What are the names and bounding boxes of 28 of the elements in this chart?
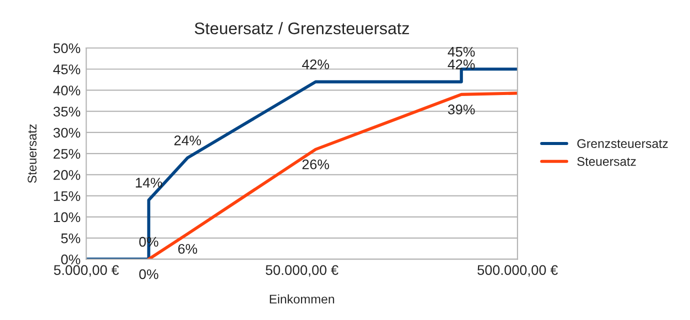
chart-title: Steuersatz / Grenzsteuersatz <box>194 22 409 34</box>
data-label: 14% <box>136 178 162 188</box>
data-label: 6% <box>178 244 198 254</box>
y-tick-label: 40% <box>53 86 80 96</box>
y-tick-label: 15% <box>54 191 80 202</box>
data-label: 45% <box>448 46 475 57</box>
y-tick-label: 20% <box>54 170 80 180</box>
y-tick-label: 10% <box>54 212 80 222</box>
data-label: 39% <box>448 104 475 114</box>
y-tick-label: 45% <box>53 64 80 74</box>
x-axis-title: Einkommen <box>270 294 334 304</box>
y-axis-title: Steuersatz <box>28 124 37 183</box>
x-tick-label: 50.000,00 € <box>266 265 338 277</box>
legend-label: Grenzsteuersatz <box>577 139 668 148</box>
x-tick-label: 5.000,00 € <box>54 265 119 277</box>
y-tick-label: 50% <box>53 43 80 54</box>
x-tick-label: 500.000,00 € <box>478 265 558 277</box>
legend-label: Steuersatz <box>577 157 636 166</box>
data-label: 0% <box>139 269 158 280</box>
y-tick-label: 30% <box>53 128 80 138</box>
y-tick-label: 25% <box>54 148 80 159</box>
data-label: 24% <box>174 136 201 146</box>
data-label: 42% <box>448 59 475 70</box>
y-tick-label: 5% <box>61 233 80 244</box>
y-tick-label: 35% <box>53 106 80 117</box>
data-label: 26% <box>302 159 330 170</box>
data-label: 42% <box>302 59 330 70</box>
y-tick-label: 0% <box>61 254 80 264</box>
